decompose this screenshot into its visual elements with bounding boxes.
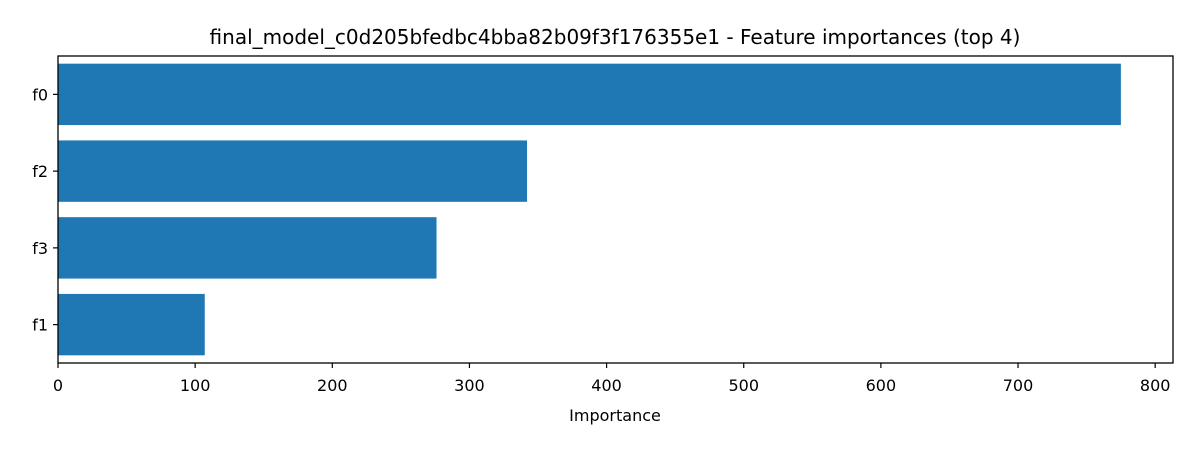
x-tick-label: 800: [1140, 376, 1171, 395]
x-tick-label: 0: [53, 376, 63, 395]
y-tick-label: f1: [32, 316, 48, 335]
x-tick-label: 500: [728, 376, 759, 395]
bar-f3: [58, 217, 437, 279]
x-tick-label: 200: [317, 376, 348, 395]
y-axis: f0 f2 f3 f1: [32, 85, 58, 335]
bar-f1: [58, 293, 205, 356]
x-axis-label: Importance: [569, 406, 661, 425]
y-tick-label: f3: [32, 239, 48, 258]
plot-frame: [57, 55, 1174, 364]
bars-layer: [58, 63, 1121, 356]
x-tick-label: 300: [454, 376, 485, 395]
bar-f2: [58, 140, 528, 202]
y-tick-label: f0: [32, 85, 48, 104]
y-tick-label: f2: [32, 162, 48, 181]
x-tick-label: 100: [180, 376, 211, 395]
x-tick-label: 700: [1003, 376, 1034, 395]
chart-title: final_model_c0d205bfedbc4bba82b09f3f1763…: [210, 25, 1021, 49]
x-axis: 0 100 200 300 400 500 600 700 800: [53, 363, 1171, 395]
x-tick-label: 400: [591, 376, 622, 395]
x-tick-label: 600: [866, 376, 897, 395]
bar-f0: [58, 63, 1121, 126]
